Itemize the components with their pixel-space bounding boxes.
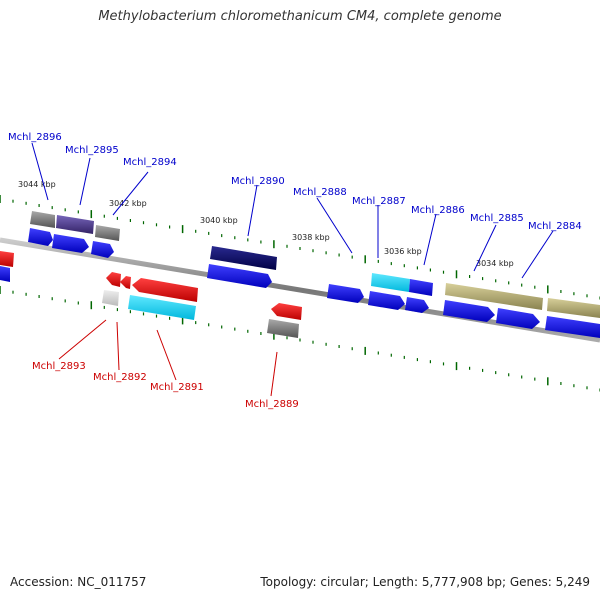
reverse-gene-arrow[interactable] [120, 276, 131, 289]
forward-gene-arrow[interactable] [545, 316, 600, 338]
forward-gene-arrow[interactable] [368, 291, 405, 310]
gene-label-mchl-2895[interactable]: Mchl_2895 [65, 145, 119, 156]
gene-label-mchl-2889[interactable]: Mchl_2889 [245, 399, 299, 410]
gene-feature-navy[interactable] [210, 246, 277, 270]
forward-strand-genes [0, 228, 600, 338]
top-gene-labels: Mchl_2896 Mchl_2895 Mchl_2894 Mchl_2890 … [8, 132, 582, 232]
gene-label-mchl-2896[interactable]: Mchl_2896 [8, 132, 62, 143]
forward-gene-arrow[interactable] [327, 284, 364, 303]
gene-feature-grey[interactable] [95, 225, 120, 241]
gene-label-mchl-2887[interactable]: Mchl_2887 [352, 196, 406, 207]
forward-gene-arrow-partial[interactable] [0, 266, 10, 282]
reverse-strand-genes [0, 251, 302, 320]
scale-label-3044: 3044 kbp [18, 180, 56, 189]
gene-label-mchl-2894[interactable]: Mchl_2894 [123, 157, 177, 168]
forward-gene-arrow[interactable] [28, 228, 53, 246]
gene-label-mchl-2885[interactable]: Mchl_2885 [470, 213, 524, 224]
scale-tick-track [0, 195, 600, 392]
scale-label-3036: 3036 kbp [384, 247, 422, 256]
gene-feature-blue[interactable] [409, 279, 433, 296]
gene-feature-khaki[interactable] [445, 283, 543, 310]
gene-feature-khaki[interactable] [547, 298, 600, 318]
forward-gene-arrow[interactable] [443, 300, 495, 322]
reverse-gene-arrow[interactable] [271, 303, 302, 320]
gene-label-mchl-2888[interactable]: Mchl_2888 [293, 187, 347, 198]
gene-feature-grey[interactable] [267, 319, 299, 338]
gene-feature-purple[interactable] [56, 215, 94, 234]
accession-text: Accession: NC_011757 [10, 575, 147, 589]
gene-label-mchl-2892[interactable]: Mchl_2892 [93, 372, 147, 383]
reverse-gene-arrow[interactable] [132, 278, 198, 302]
top-label-leaders [31, 142, 554, 279]
bottom-gene-labels: Mchl_2893 Mchl_2892 Mchl_2891 Mchl_2889 [32, 361, 299, 410]
gene-label-mchl-2884[interactable]: Mchl_2884 [528, 221, 582, 232]
gene-feature-cyan[interactable] [128, 295, 196, 320]
gene-feature-cyan[interactable] [371, 273, 410, 292]
reverse-gene-arrow[interactable] [106, 272, 121, 287]
forward-gene-arrow[interactable] [52, 234, 89, 253]
gene-feature-lightgrey[interactable] [102, 290, 119, 306]
reverse-gene-arrow-partial[interactable] [0, 251, 14, 267]
forward-gene-arrow[interactable] [91, 241, 114, 258]
gene-label-mchl-2893[interactable]: Mchl_2893 [32, 361, 86, 372]
gene-label-mchl-2886[interactable]: Mchl_2886 [411, 205, 465, 216]
gene-label-mchl-2890[interactable]: Mchl_2890 [231, 176, 285, 187]
scale-label-3034: 3034 kbp [476, 259, 514, 268]
scale-labels: 3044 kbp 3042 kbp 3040 kbp 3038 kbp 3036… [18, 180, 514, 268]
gene-label-mchl-2891[interactable]: Mchl_2891 [150, 382, 204, 393]
genome-summary-text: Topology: circular; Length: 5,777,908 bp… [260, 575, 590, 589]
cog-track-upper [30, 211, 600, 318]
map-title: Methylobacterium chloromethanicum CM4, c… [98, 9, 502, 24]
cog-track-lower [102, 290, 299, 338]
forward-gene-arrow[interactable] [496, 308, 540, 329]
forward-gene-arrow[interactable] [207, 264, 272, 288]
forward-gene-arrow[interactable] [405, 297, 429, 313]
scale-label-3038: 3038 kbp [292, 233, 330, 242]
scale-label-3042: 3042 kbp [109, 199, 147, 208]
gene-feature-grey[interactable] [30, 211, 55, 228]
scale-label-3040: 3040 kbp [200, 216, 238, 225]
bottom-label-leaders [58, 319, 278, 397]
